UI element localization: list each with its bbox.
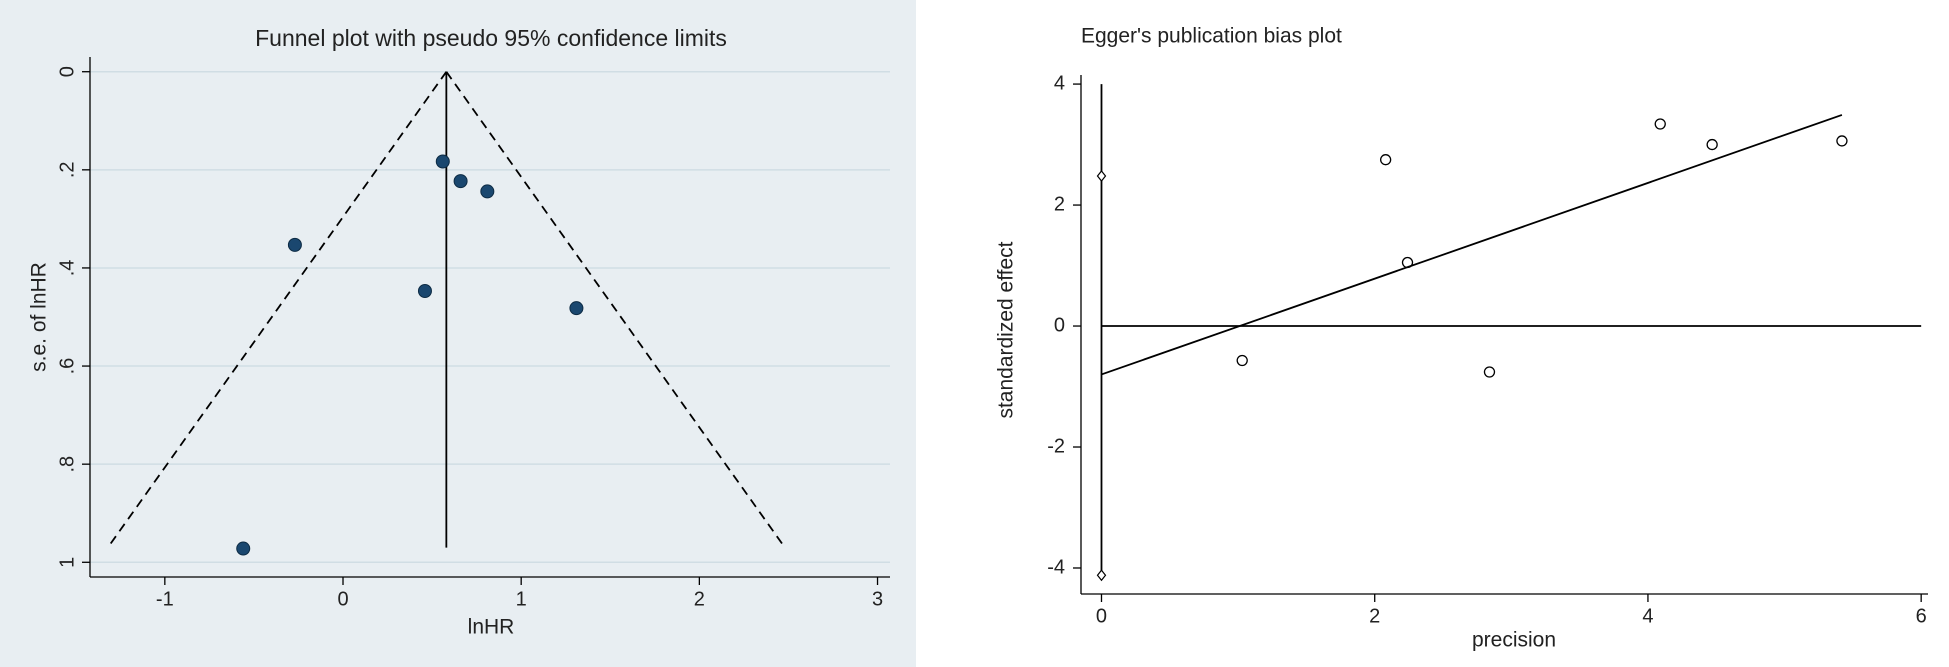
point — [1654, 118, 1666, 130]
y-tick-label: 0 — [56, 66, 78, 77]
point — [453, 174, 468, 189]
x-axis-label: precision — [1472, 629, 1556, 652]
point — [1483, 366, 1496, 378]
point — [236, 541, 251, 556]
x-tick-label: -1 — [156, 588, 174, 610]
reference-line — [107, 71, 448, 549]
y-axis-label: standardized effect — [995, 241, 1018, 418]
point — [417, 284, 432, 298]
y-axis-label: s.e. of lnHR — [28, 262, 51, 372]
x-tick-label: 0 — [337, 588, 348, 610]
point — [1096, 569, 1107, 582]
reference-line — [445, 71, 786, 549]
y-tick-label: -2 — [1047, 435, 1065, 457]
point — [1836, 135, 1848, 147]
point — [480, 184, 495, 199]
y-tick-label: .8 — [56, 456, 78, 473]
y-tick-label: .2 — [56, 161, 78, 178]
y-tick-label: 2 — [1054, 193, 1065, 215]
chart-title: Egger's publication bias plot — [1081, 25, 1342, 48]
panel-background — [0, 0, 916, 667]
x-tick-label: 2 — [1369, 605, 1380, 627]
point — [287, 237, 302, 252]
point — [1236, 354, 1248, 367]
x-axis-label: lnHR — [468, 616, 515, 639]
x-tick-label: 3 — [872, 588, 883, 610]
point — [1401, 256, 1414, 269]
reference-line — [1101, 114, 1843, 376]
y-tick-label: -4 — [1047, 556, 1065, 578]
point — [435, 154, 450, 169]
point — [569, 301, 584, 316]
chart-title: Funnel plot with pseudo 95% confidence l… — [255, 25, 727, 51]
x-tick-label: 6 — [1916, 605, 1927, 627]
point — [1096, 170, 1107, 182]
point — [1379, 154, 1392, 166]
x-tick-label: 4 — [1642, 605, 1653, 627]
point — [1706, 138, 1718, 151]
y-tick-label: .4 — [56, 260, 78, 277]
y-tick-label: 0 — [1054, 314, 1065, 336]
y-tick-label: 1 — [56, 557, 78, 568]
x-tick-label: 2 — [694, 588, 705, 610]
y-tick-label: 4 — [1054, 72, 1065, 94]
x-tick-label: 0 — [1096, 605, 1107, 627]
x-tick-label: 1 — [516, 588, 527, 610]
y-tick-label: .6 — [56, 358, 78, 375]
